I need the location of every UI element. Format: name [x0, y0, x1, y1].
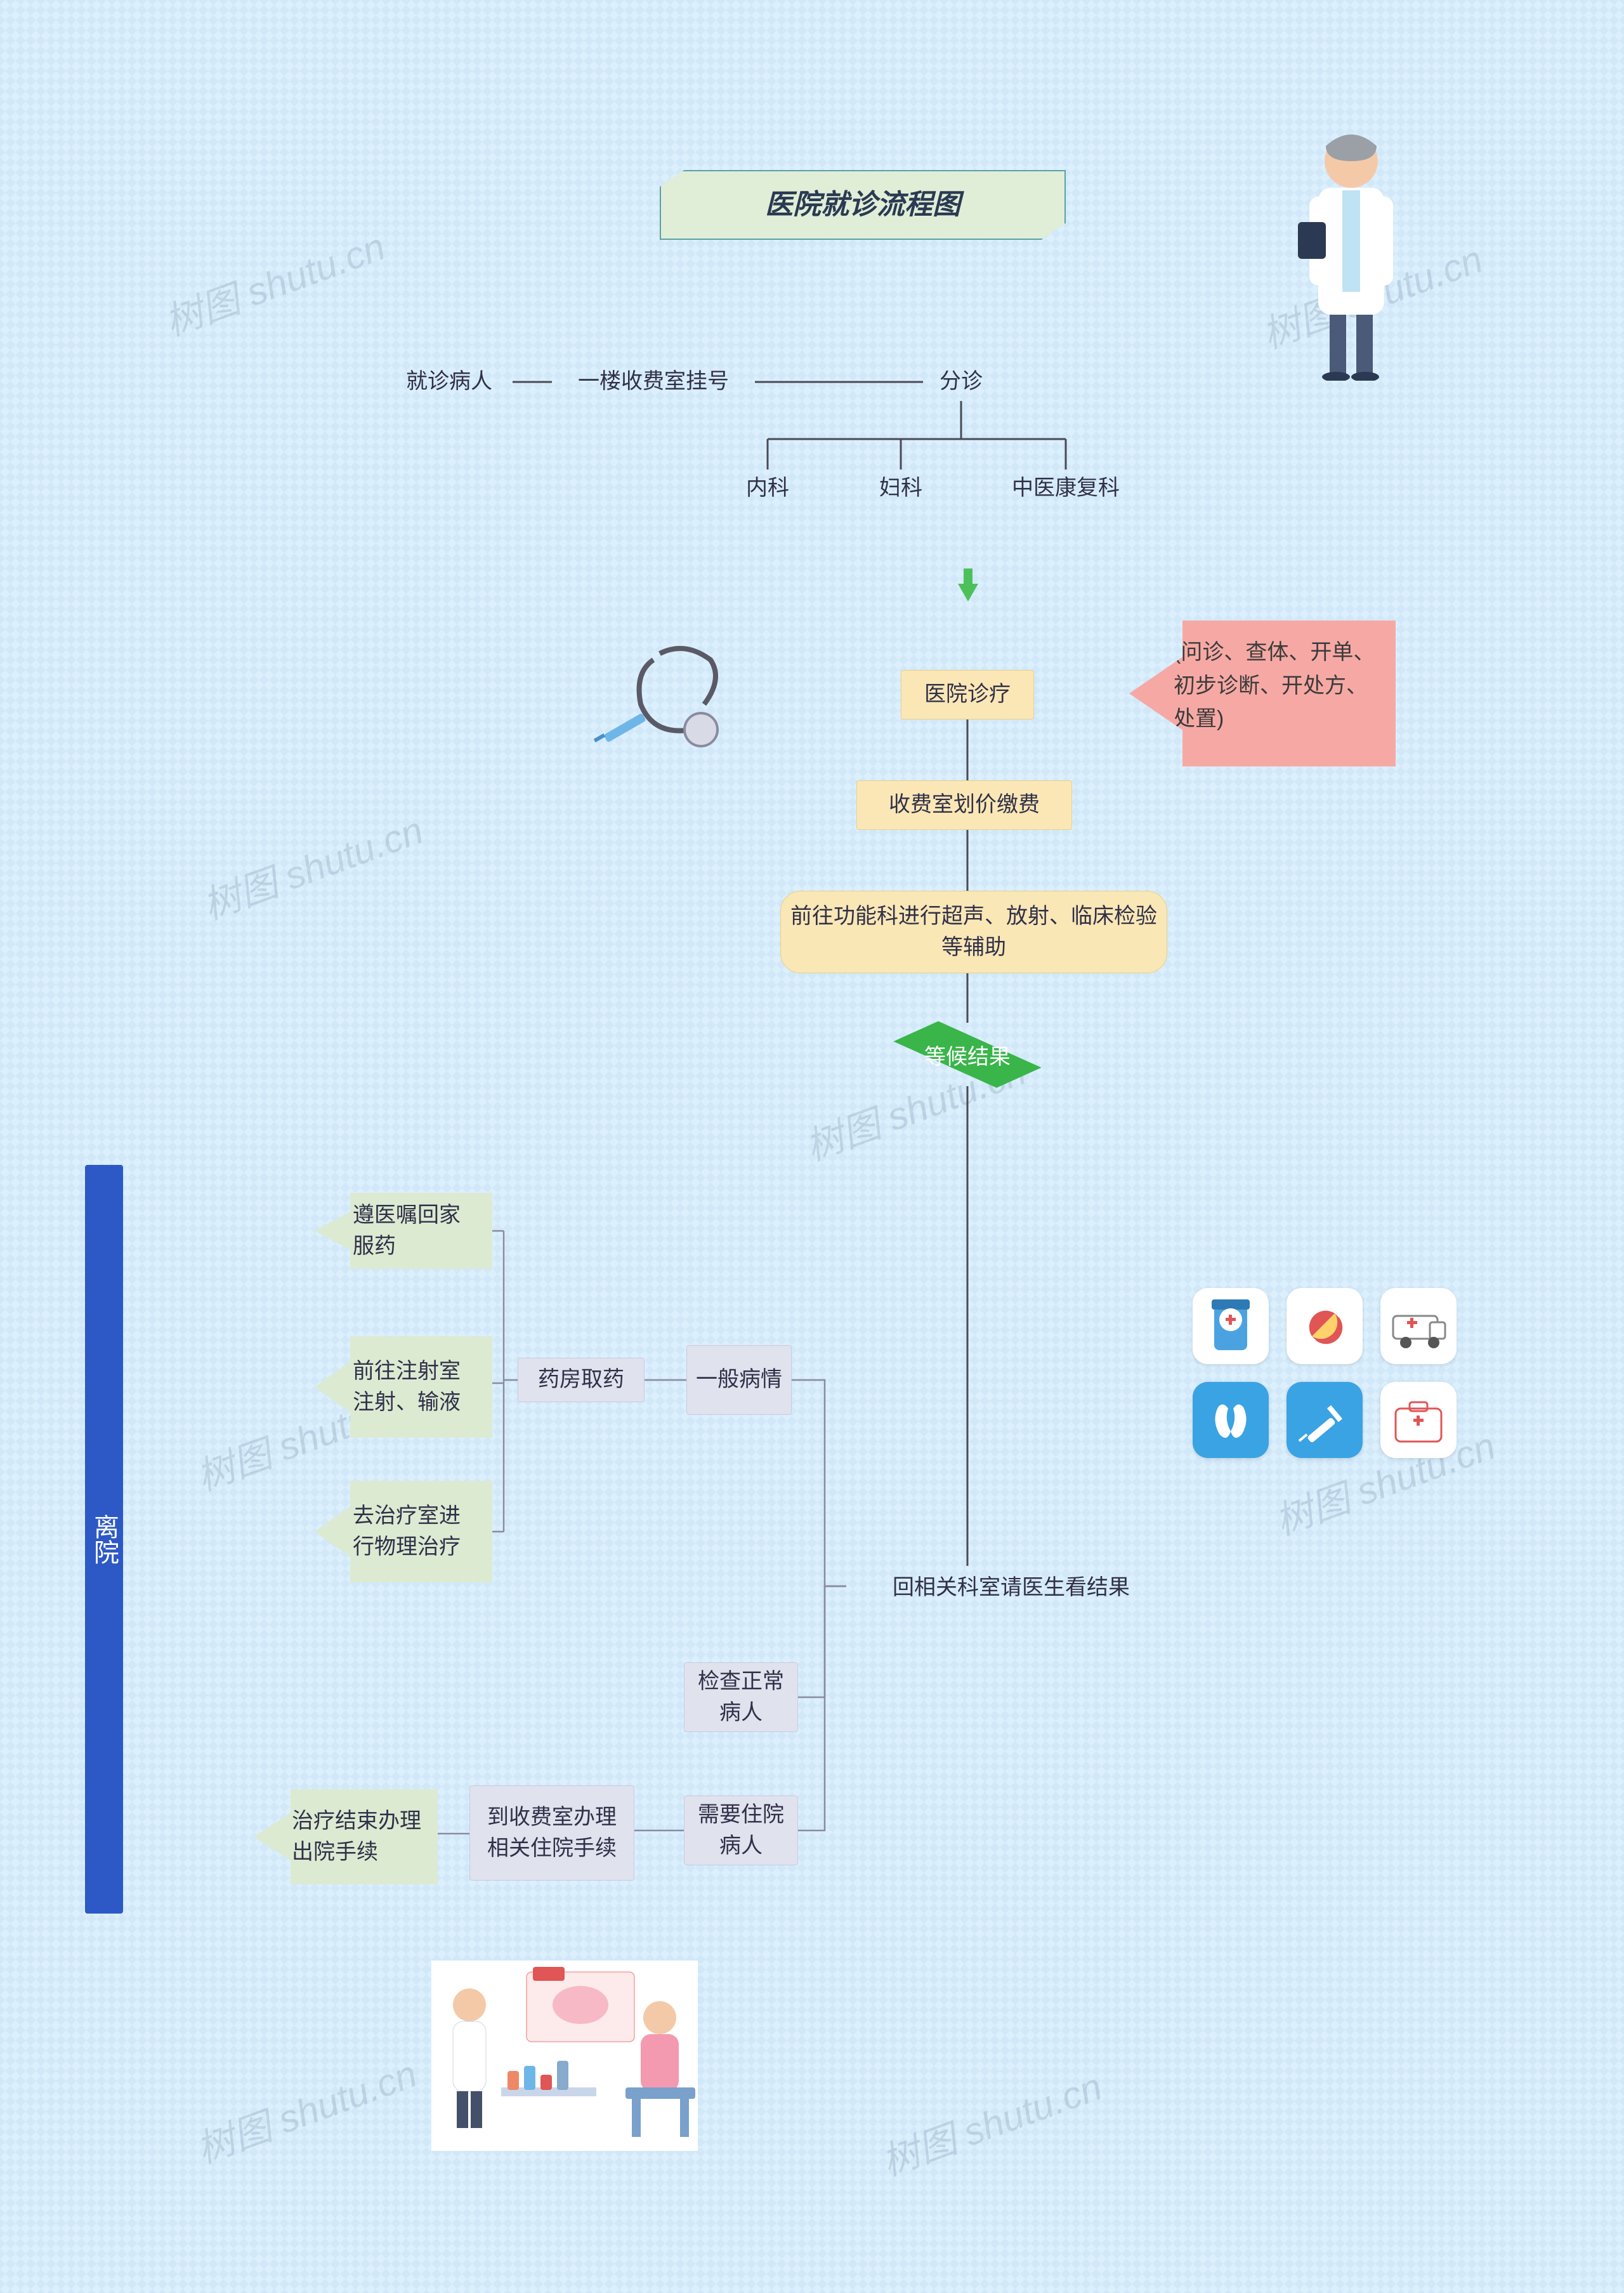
node-triage: 分诊	[923, 363, 999, 401]
syringe-icon	[1287, 1382, 1363, 1458]
node-register: 一楼收费室挂号	[552, 363, 755, 401]
node-mild-case: 一般病情	[686, 1345, 792, 1415]
leave-hospital-bar: 离院	[85, 1165, 123, 1914]
flowchart-title: 医院就诊流程图	[660, 170, 1066, 240]
ambulance-icon	[1380, 1288, 1457, 1364]
node-dept-tcm: 中医康复科	[990, 470, 1142, 508]
node-pharmacy: 药房取药	[518, 1358, 645, 1402]
firstaid-icon	[1380, 1382, 1457, 1458]
node-dept-internal: 内科	[730, 470, 806, 508]
medical-scene-illustration	[431, 1961, 698, 2151]
node-wait-result: 等候结果	[894, 1023, 1040, 1086]
node-normal-patient: 检查正常病人	[684, 1662, 798, 1732]
node-patient: 就诊病人	[386, 363, 513, 401]
kidney-icon	[1193, 1382, 1269, 1458]
medicine-bottle-icon	[1193, 1288, 1269, 1364]
node-diagnosis: 医院诊疗	[901, 670, 1034, 719]
doctor-illustration	[1281, 127, 1421, 381]
node-pay: 收费室划价缴费	[856, 780, 1072, 830]
pill-icon	[1287, 1288, 1363, 1364]
node-need-admission: 需要住院病人	[684, 1796, 798, 1865]
node-functional-exam: 前往功能科进行超声、放射、临床检验等辅助	[780, 891, 1167, 973]
stethoscope-icon	[590, 634, 755, 774]
node-review-results: 回相关科室请医生看结果	[846, 1566, 1176, 1610]
node-dept-gyn: 妇科	[863, 470, 939, 508]
down-arrow-icon	[958, 584, 978, 601]
node-admission-procedure: 到收费室办理相关住院手续	[469, 1785, 634, 1881]
wait-result-label: 等候结果	[924, 1039, 1011, 1070]
